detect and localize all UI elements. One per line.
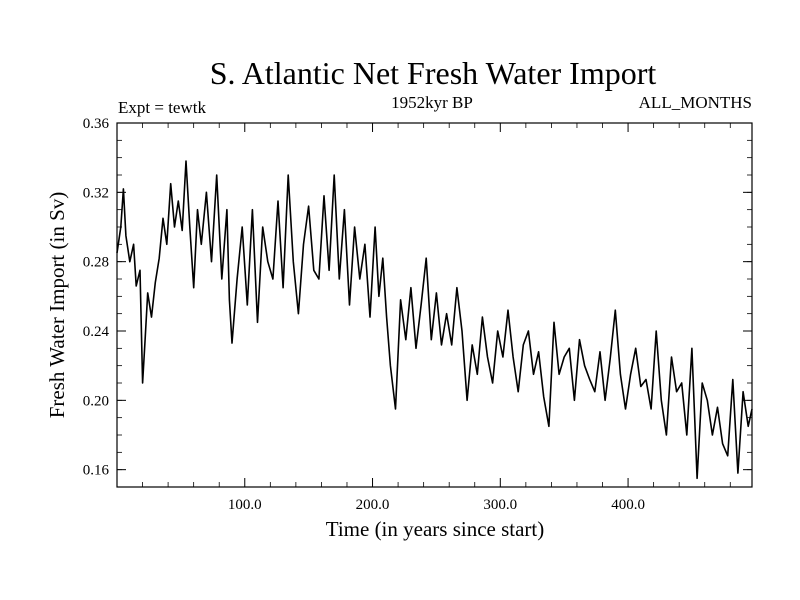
y-axis-label: Fresh Water Import (in Sv) (45, 192, 69, 419)
y-tick-label: 0.20 (83, 393, 109, 409)
y-tick-label: 0.28 (83, 255, 109, 271)
experiment-label: Expt = tewtk (118, 98, 206, 117)
y-tick-label: 0.24 (83, 324, 110, 340)
x-tick-label: 100.0 (228, 497, 262, 513)
x-axis: 100.0 200.0 300.0 400.0 (142, 123, 731, 513)
x-axis-label: Time (in years since start) (326, 517, 545, 541)
y-tick-label: 0.16 (83, 463, 110, 479)
y-axis: 0.16 0.20 0.24 0.28 0.32 0.36 (83, 116, 752, 479)
plot-frame (116, 122, 753, 488)
chart-title: S. Atlantic Net Fresh Water Import (210, 55, 657, 91)
x-tick-label: 200.0 (356, 497, 390, 513)
x-tick-label: 400.0 (611, 497, 645, 513)
y-tick-label: 0.36 (83, 116, 110, 132)
y-tick-label: 0.32 (83, 185, 109, 201)
time-period-label: 1952kyr BP (391, 93, 473, 112)
months-label: ALL_MONTHS (639, 93, 752, 112)
fresh-water-import-line (116, 160, 753, 480)
x-tick-label: 300.0 (483, 497, 517, 513)
